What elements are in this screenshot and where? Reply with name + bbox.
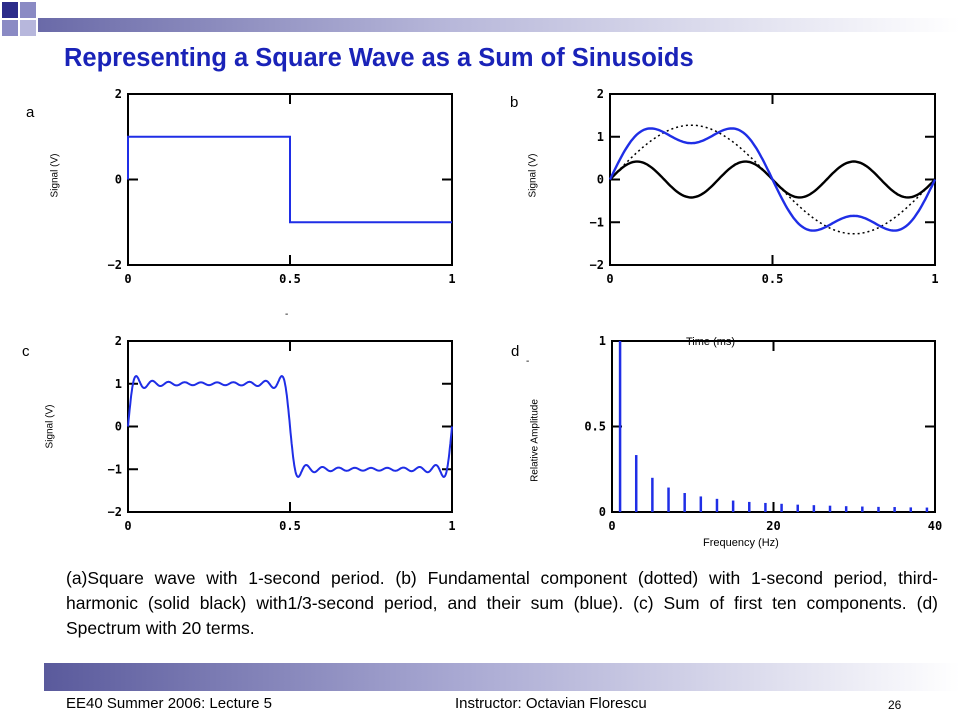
panel-letter-d: d [511,343,520,360]
xtick-label-a-2: 1 [448,272,455,286]
footer-instructor: Instructor: Octavian Florescu [455,695,647,712]
panel-d-xlabel: Frequency (Hz) [703,537,779,549]
xtick-label-b-2: 1 [931,272,938,286]
ytick-label-c-2: 0 [115,420,122,434]
panel-letter-b: b [510,94,519,111]
xtick-label-d-0: 0 [608,519,615,533]
ytick-label-c-4: −2 [108,505,122,519]
stray-mark-1: - [285,309,289,320]
series-c-0 [127,375,453,478]
xtick-label-d-1: 20 [766,519,780,533]
xtick-label-a-1: 0.5 [279,272,301,286]
xtick-label-c-1: 0.5 [279,519,301,533]
xtick-label-c-2: 1 [448,519,455,533]
slide-title: Representing a Square Wave as a Sum of S… [64,44,694,72]
ytick-label-c-3: −1 [108,462,122,476]
ytick-label-b-2: 0 [597,173,604,187]
ytick-label-d-1: 0.5 [584,420,606,434]
ytick-label-b-1: 1 [597,130,604,144]
corner-square-4 [20,20,36,36]
ytick-label-c-1: 1 [115,377,122,391]
corner-square-2 [20,2,36,18]
xtick-label-b-1: 0.5 [762,272,784,286]
stray-mark-2: - [526,356,530,367]
ytick-label-b-3: −1 [590,215,604,229]
corner-square-3 [2,20,18,36]
series-b-2 [608,127,937,232]
footer-gradient-bar [44,663,960,691]
ytick-label-b-0: 2 [597,87,604,101]
footer-course: EE40 Summer 2006: Lecture 5 [66,695,272,712]
panel-letter-c: c [22,343,30,360]
corner-square-1 [2,2,18,18]
slide-caption: (a)Square wave with 1-second period. (b)… [66,568,938,638]
page-number: 26 [888,698,902,712]
series-a-0 [127,135,452,224]
panel-letter-a: a [26,104,35,121]
xtick-label-c-0: 0 [124,519,131,533]
xtick-label-b-0: 0 [606,272,613,286]
plot-frame-d [611,340,936,513]
ytick-label-d-2: 0 [599,505,606,519]
ytick-label-a-2: −2 [108,258,122,272]
ytick-label-d-0: 1 [599,334,606,348]
header-gradient-bar [38,18,960,32]
xtick-label-d-2: 40 [928,519,942,533]
ytick-label-c-0: 2 [115,334,122,348]
ytick-label-a-1: 0 [115,173,122,187]
ytick-label-b-4: −2 [590,258,604,272]
xtick-label-a-0: 0 [124,272,131,286]
ytick-label-a-0: 2 [115,87,122,101]
